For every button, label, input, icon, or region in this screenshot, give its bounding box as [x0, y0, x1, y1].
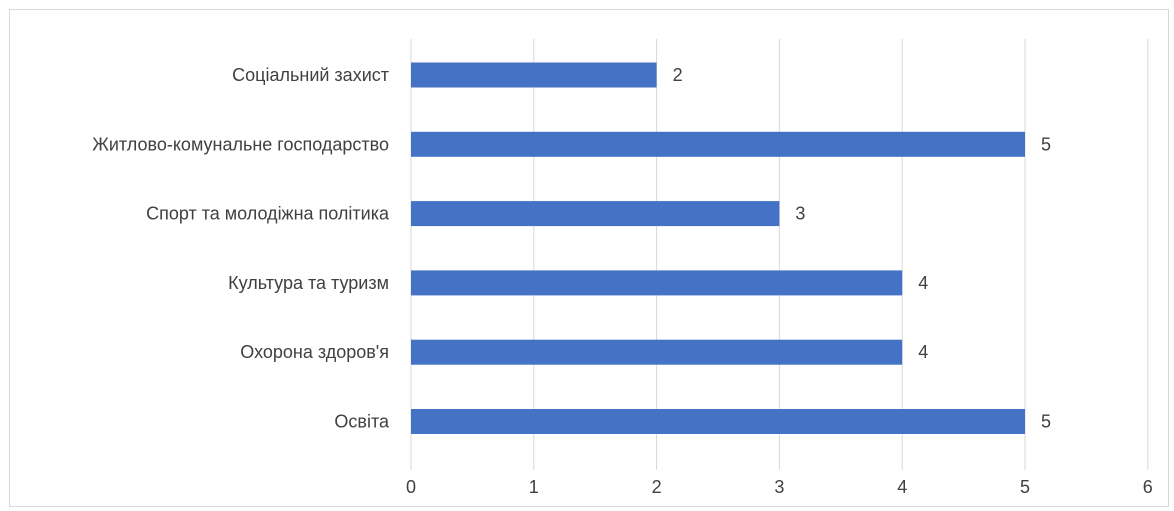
- x-tick-label: 5: [1020, 477, 1030, 497]
- category-label: Спорт та молодіжна політика: [146, 204, 390, 224]
- category-label: Освіта: [334, 412, 390, 432]
- bar: [411, 270, 903, 296]
- category-labels: Соціальний захист Житлово-комунальне госп…: [92, 65, 390, 432]
- data-labels: 2 5 3 4 4 5: [673, 65, 1051, 432]
- category-label: Охорона здоров'я: [240, 342, 389, 362]
- bar: [411, 339, 903, 365]
- gridlines: [410, 39, 1149, 470]
- category-label: Соціальний захист: [232, 65, 389, 85]
- data-label: 3: [795, 204, 805, 224]
- bar: [411, 131, 1025, 157]
- data-label: 4: [918, 273, 928, 293]
- x-tick-label: 3: [774, 477, 784, 497]
- bars: [411, 62, 1025, 434]
- x-tick-label: 2: [652, 477, 662, 497]
- x-axis-tick-labels: 0 1 2 3 4 5 6: [406, 477, 1153, 497]
- bar: [411, 409, 1025, 434]
- x-tick-label: 0: [406, 477, 416, 497]
- data-label: 2: [673, 65, 683, 85]
- x-tick-label: 1: [529, 477, 539, 497]
- bar: [411, 62, 657, 88]
- bar: [411, 201, 780, 227]
- x-tick-label: 4: [897, 477, 907, 497]
- data-label: 5: [1041, 412, 1051, 432]
- data-label: 4: [918, 342, 928, 362]
- data-label: 5: [1041, 134, 1051, 154]
- category-label: Культура та туризм: [228, 273, 389, 293]
- x-tick-label: 6: [1143, 477, 1153, 497]
- category-label: Житлово-комунальне господарство: [92, 134, 389, 154]
